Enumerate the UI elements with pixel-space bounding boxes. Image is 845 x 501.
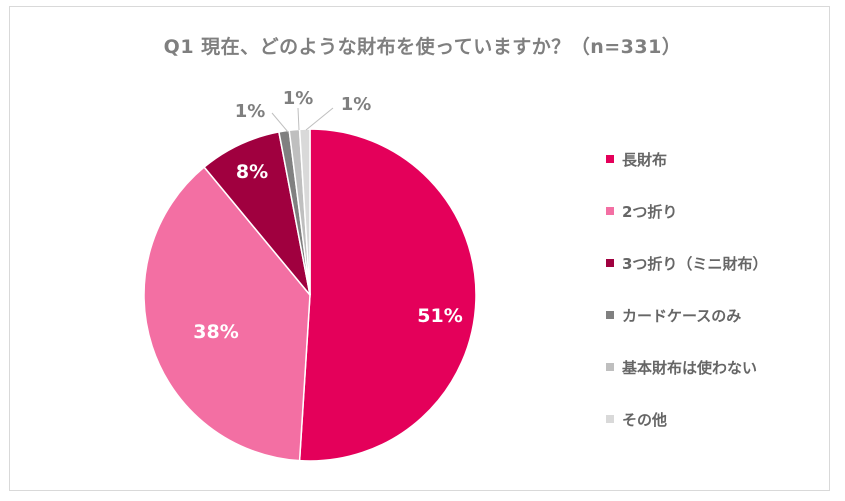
leader-line <box>271 112 289 133</box>
legend-item-long-wallet: 長財布 <box>606 133 767 185</box>
legend-swatch <box>606 415 614 423</box>
data-label: 8% <box>236 161 268 183</box>
data-label: 1% <box>341 94 372 115</box>
legend-item-bifold: 2つ折り <box>606 185 767 237</box>
legend-swatch <box>606 363 614 371</box>
legend-item-other: その他 <box>606 393 767 445</box>
legend-item-no-wallet: 基本財布は使わない <box>606 341 767 393</box>
data-label: 1% <box>283 88 314 109</box>
legend-swatch <box>606 311 614 319</box>
legend-item-trifold: 3つ折り（ミニ財布） <box>606 237 767 289</box>
slice-bifold <box>143 166 311 462</box>
legend-item-card-case: カードケースのみ <box>606 289 767 341</box>
legend-label: 基本財布は使わない <box>622 358 758 377</box>
legend: 長財布 2つ折り 3つ折り（ミニ財布） カードケースのみ 基本財布は使わない そ… <box>606 133 767 445</box>
legend-swatch <box>606 155 614 163</box>
leader-line <box>305 107 334 131</box>
data-label: 51% <box>417 305 462 327</box>
data-label: 1% <box>235 101 266 122</box>
legend-label: 長財布 <box>622 150 668 169</box>
slice-other <box>298 128 311 296</box>
data-label: 38% <box>193 321 238 343</box>
legend-swatch <box>606 259 614 267</box>
chart-title: Q1 現在、どのような財布を使っていますか？（n=331） <box>163 36 682 58</box>
legend-label: 2つ折り <box>622 202 678 221</box>
leader-line <box>297 107 300 131</box>
legend-label: 3つ折り（ミニ財布） <box>622 254 768 273</box>
slice-long-wallet <box>298 128 477 462</box>
legend-label: その他 <box>622 410 668 429</box>
legend-swatch <box>606 207 614 215</box>
legend-label: カードケースのみ <box>622 306 742 325</box>
